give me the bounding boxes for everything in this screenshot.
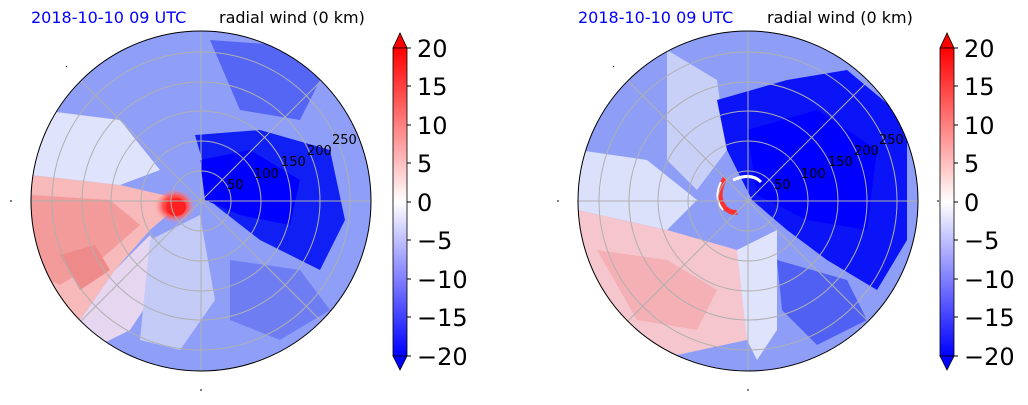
colorbar-tick-label: 10 bbox=[964, 112, 995, 140]
radial-tick-label: 150 bbox=[281, 155, 306, 170]
colorbar-tick-label: −20 bbox=[417, 343, 468, 371]
colorbar-tick-label: 15 bbox=[964, 73, 995, 101]
radial-tick-label: 50 bbox=[774, 178, 791, 193]
radial-tick-label: 100 bbox=[254, 167, 279, 182]
right-polar-chart: 50 100 150 200 250 20 bbox=[557, 30, 1015, 391]
radial-tick-label: 250 bbox=[332, 133, 357, 148]
colorbar-tick-label: −10 bbox=[964, 266, 1015, 294]
radial-tick-label: 250 bbox=[879, 133, 904, 148]
radial-tick-label: 150 bbox=[828, 155, 853, 170]
colorbar-tick-label: −15 bbox=[964, 304, 1015, 332]
radial-tick-label: 50 bbox=[227, 178, 244, 193]
left-colorbar: 20 15 10 5 0 −5 −10 −15 −20 bbox=[392, 32, 468, 371]
left-frame-ticks bbox=[10, 65, 202, 391]
right-grid bbox=[578, 31, 918, 371]
right-frame-ticks bbox=[557, 65, 939, 391]
variable-label: radial wind (0 km) bbox=[767, 8, 913, 27]
left-polar-frame bbox=[30, 30, 372, 372]
right-panel: 2018-10-10 09 UTC radial wind (0 km) bbox=[547, 0, 1028, 401]
radial-tick-label: 200 bbox=[854, 144, 879, 159]
right-radial-labels: 50 100 150 200 250 bbox=[774, 133, 904, 193]
date-label: 2018-10-10 09 UTC bbox=[578, 8, 734, 27]
left-radial-labels: 50 100 150 200 250 bbox=[227, 133, 357, 193]
colorbar-tick-label: 10 bbox=[417, 112, 448, 140]
left-panel: 2018-10-10 09 UTC radial wind (0 km) bbox=[0, 0, 514, 401]
colorbar-tick-label: 5 bbox=[964, 150, 979, 178]
colorbar-tick-label: 5 bbox=[417, 150, 432, 178]
colorbar-tick-label: 20 bbox=[417, 35, 448, 63]
date-label: 2018-10-10 09 UTC bbox=[31, 8, 187, 27]
radial-tick-label: 200 bbox=[307, 144, 332, 159]
colorbar-tick-label: −20 bbox=[964, 343, 1015, 371]
right-colorbar: 20 15 10 5 0 −5 −10 −15 −20 bbox=[939, 32, 1015, 371]
radial-tick-label: 100 bbox=[801, 167, 826, 182]
colorbar-tick-label: 0 bbox=[417, 189, 432, 217]
colorbar-tick-label: −15 bbox=[417, 304, 468, 332]
colorbar-tick-label: −10 bbox=[417, 266, 468, 294]
colorbar-tick-label: −5 bbox=[964, 227, 999, 255]
colorbar-tick-label: 20 bbox=[964, 35, 995, 63]
colorbar-tick-label: 0 bbox=[964, 189, 979, 217]
colorbar-tick-label: 15 bbox=[417, 73, 448, 101]
colorbar-tick-label: −5 bbox=[417, 227, 452, 255]
left-polar-chart: 50 100 150 200 250 20 bbox=[10, 30, 468, 391]
right-polar-frame bbox=[577, 30, 919, 372]
left-grid bbox=[31, 31, 371, 371]
variable-label: radial wind (0 km) bbox=[219, 8, 365, 27]
